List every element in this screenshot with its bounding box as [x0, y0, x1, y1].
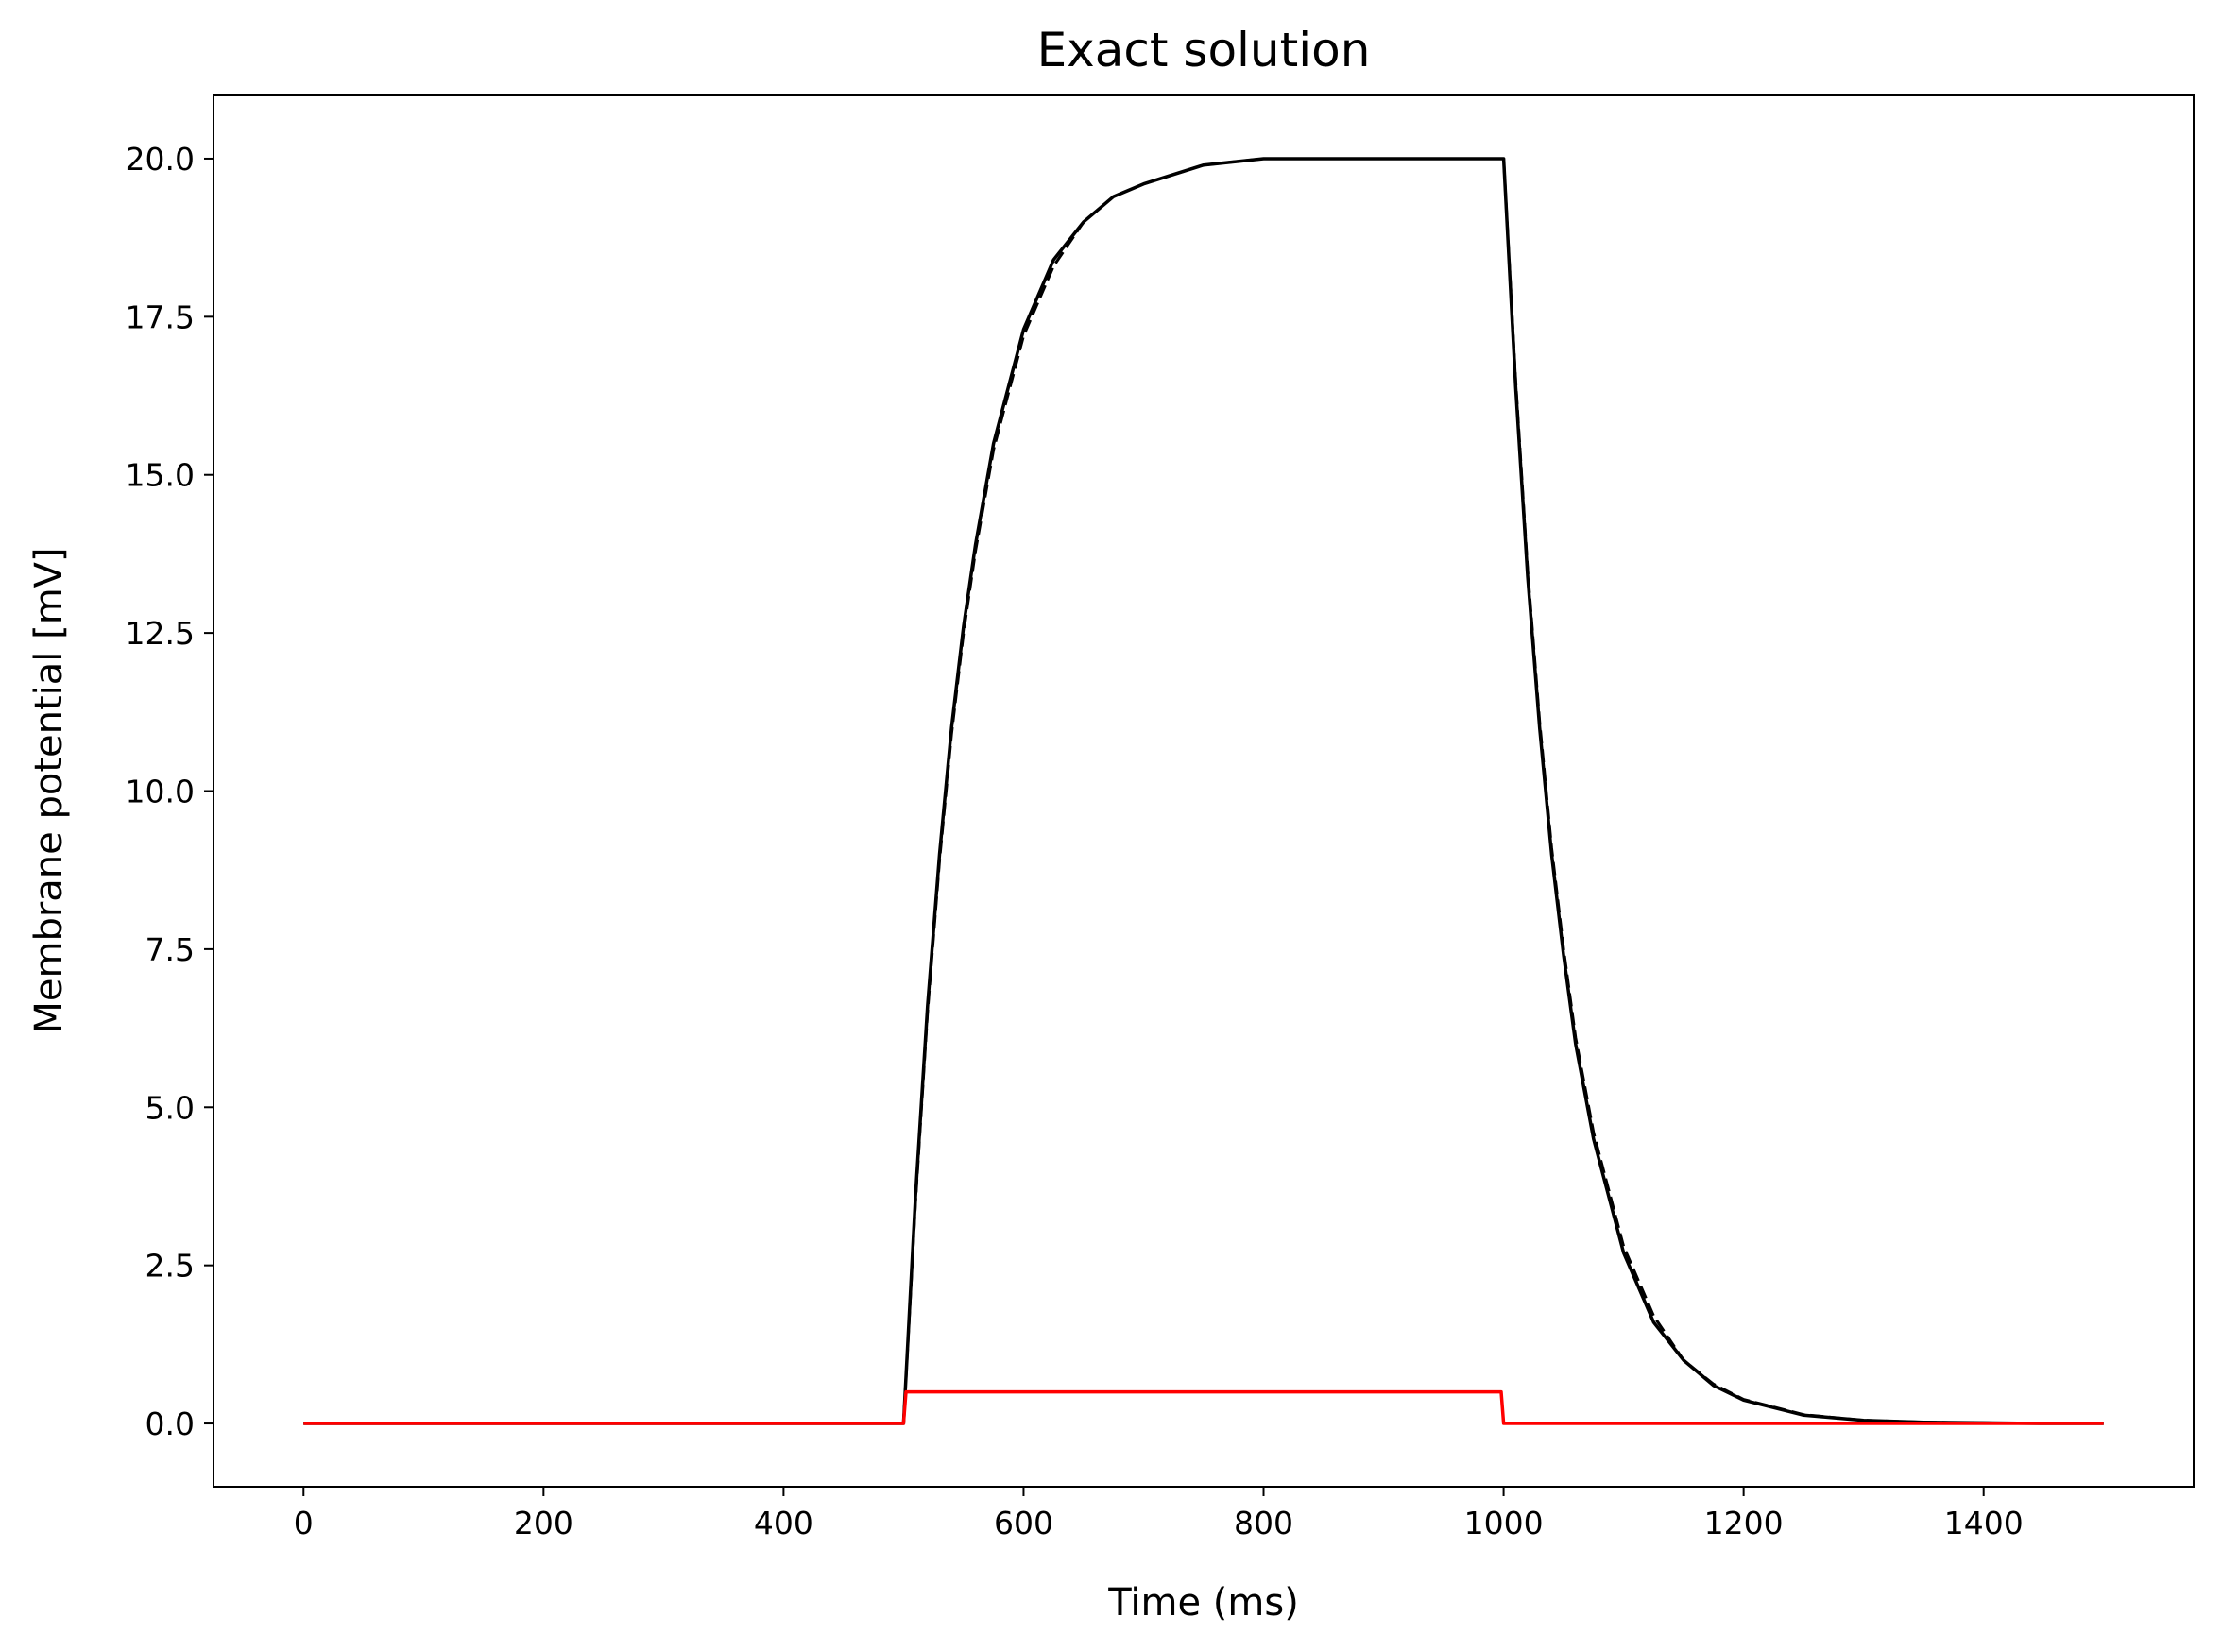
x-axis-label: Time (ms): [1107, 1581, 1299, 1625]
x-tick-label: 800: [1234, 1505, 1293, 1541]
x-tick-label: 400: [754, 1505, 813, 1541]
x-tick-label: 0: [294, 1505, 314, 1541]
x-tick-label: 600: [994, 1505, 1053, 1541]
y-tick-label: 7.5: [145, 931, 195, 968]
y-tick-label: 17.5: [126, 298, 195, 335]
series-layer: [303, 157, 2104, 1425]
y-tick-label: 2.5: [145, 1248, 195, 1285]
x-tick-label: 200: [514, 1505, 573, 1541]
y-tick-label: 10.0: [126, 774, 195, 810]
y-tick-label: 12.5: [126, 615, 195, 652]
x-tick-label: 1200: [1704, 1505, 1784, 1541]
plot-frame: [213, 94, 2195, 1488]
y-tick-label: 0.0: [145, 1405, 195, 1442]
x-tick-label: 1400: [1944, 1505, 2024, 1541]
y-axis-label: Membrane potential [mV]: [27, 547, 71, 1033]
chart-title: Exact solution: [1037, 23, 1371, 77]
y-tick-label: 15.0: [126, 457, 195, 494]
y-axis-ticks: 0.0 2.5 5.0 7.5 10.0 12.5 15.0 17.5 20.0: [126, 141, 214, 1442]
y-tick-label: 20.0: [126, 141, 195, 178]
x-axis-ticks: 0 200 400 600 800 1000 1200 1400: [294, 1487, 2024, 1541]
series-line-2: [303, 157, 2104, 1425]
series-line-3: [303, 1389, 2104, 1425]
y-tick-label: 5.0: [145, 1089, 195, 1126]
series-line-1: [303, 157, 2104, 1425]
x-tick-label: 1000: [1464, 1505, 1544, 1541]
